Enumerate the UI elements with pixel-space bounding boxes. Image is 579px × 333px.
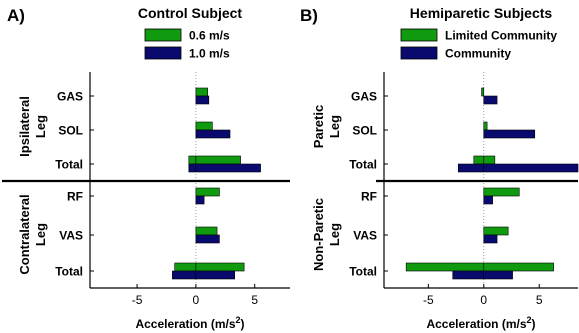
row-label: Total xyxy=(55,158,83,172)
chart-panel-b: B) Hemiparetic Subjects Limited Community C… xyxy=(300,5,579,331)
x-axis-label: Acceleration (m/s2) xyxy=(426,315,535,331)
legend: Limited Community Community xyxy=(400,28,557,61)
legend-label: Limited Community xyxy=(445,29,557,43)
bar xyxy=(452,270,485,280)
group-label: Ipsilateral Leg xyxy=(17,96,48,157)
bar xyxy=(195,187,220,197)
row-label: SOL xyxy=(58,124,83,138)
bar xyxy=(195,262,245,272)
legend-swatch xyxy=(400,28,438,42)
group-label-line1: Ipsilateral xyxy=(17,96,32,157)
bar xyxy=(195,163,261,173)
bar xyxy=(457,163,485,173)
chart-panel-a: A) Control Subject 0.6 m/s 1.0 m/s GAS SOL Tot… xyxy=(2,5,290,331)
legend: 0.6 m/s 1.0 m/s xyxy=(144,28,230,61)
row-label: GAS xyxy=(351,90,377,104)
bar xyxy=(195,95,210,105)
bar xyxy=(195,234,220,244)
group-label: Contralateral Leg xyxy=(17,194,48,274)
panel-label: A) xyxy=(7,6,25,25)
bar xyxy=(483,226,509,236)
legend-label: Community xyxy=(445,47,511,61)
bar xyxy=(483,129,536,139)
bar xyxy=(195,121,213,131)
group-label: Non-Paretic Leg xyxy=(311,198,342,271)
bar xyxy=(483,262,554,272)
row-label: SOL xyxy=(352,124,377,138)
bar xyxy=(405,262,485,272)
bar xyxy=(188,155,197,165)
legend-swatch xyxy=(400,46,438,60)
bar xyxy=(483,270,513,280)
x-tick-label: 0 xyxy=(480,293,487,307)
row-label: RF xyxy=(361,190,377,204)
bar xyxy=(172,270,197,280)
row-label: Total xyxy=(55,265,83,279)
bar xyxy=(483,163,579,173)
bar xyxy=(195,270,236,280)
bar xyxy=(483,95,498,105)
bar xyxy=(483,155,496,165)
row-label: Total xyxy=(349,158,377,172)
group-label-line1: Paretic xyxy=(311,105,326,148)
group-label-line2: Leg xyxy=(33,115,48,138)
bar xyxy=(188,163,197,173)
bar xyxy=(195,226,218,236)
x-tick-label: 5 xyxy=(536,293,543,307)
bar xyxy=(174,262,197,272)
legend-label: 0.6 m/s xyxy=(189,29,230,43)
row-label: Total xyxy=(349,265,377,279)
group-label-line1: Non-Paretic xyxy=(311,198,326,271)
x-tick-label: 0 xyxy=(193,293,200,307)
row-label: RF xyxy=(67,190,83,204)
bar xyxy=(483,195,493,205)
bar xyxy=(195,195,205,205)
bar xyxy=(195,129,231,139)
group-label-line1: Contralateral xyxy=(17,194,32,274)
bar xyxy=(195,87,208,97)
group-label-line2: Leg xyxy=(33,223,48,246)
panel-label: B) xyxy=(300,6,318,25)
row-label: VAS xyxy=(59,229,83,243)
bar xyxy=(483,234,498,244)
bar xyxy=(195,155,241,165)
bar xyxy=(483,121,488,131)
row-label: GAS xyxy=(57,90,83,104)
group-label-line2: Leg xyxy=(327,115,342,138)
bar xyxy=(483,187,520,197)
bar xyxy=(481,87,485,97)
x-tick-label: -5 xyxy=(132,293,143,307)
chart-title: Control Subject xyxy=(138,5,243,21)
legend-swatch xyxy=(144,28,182,42)
row-label: VAS xyxy=(353,229,377,243)
x-axis-label: Acceleration (m/s2) xyxy=(135,315,244,331)
legend-swatch xyxy=(144,46,182,60)
x-tick-label: -5 xyxy=(423,293,434,307)
group-label: Paretic Leg xyxy=(311,105,342,148)
bar xyxy=(473,155,485,165)
legend-label: 1.0 m/s xyxy=(189,47,230,61)
chart-title: Hemiparetic Subjects xyxy=(410,5,553,21)
x-tick-label: 5 xyxy=(251,293,258,307)
group-label-line2: Leg xyxy=(327,223,342,246)
